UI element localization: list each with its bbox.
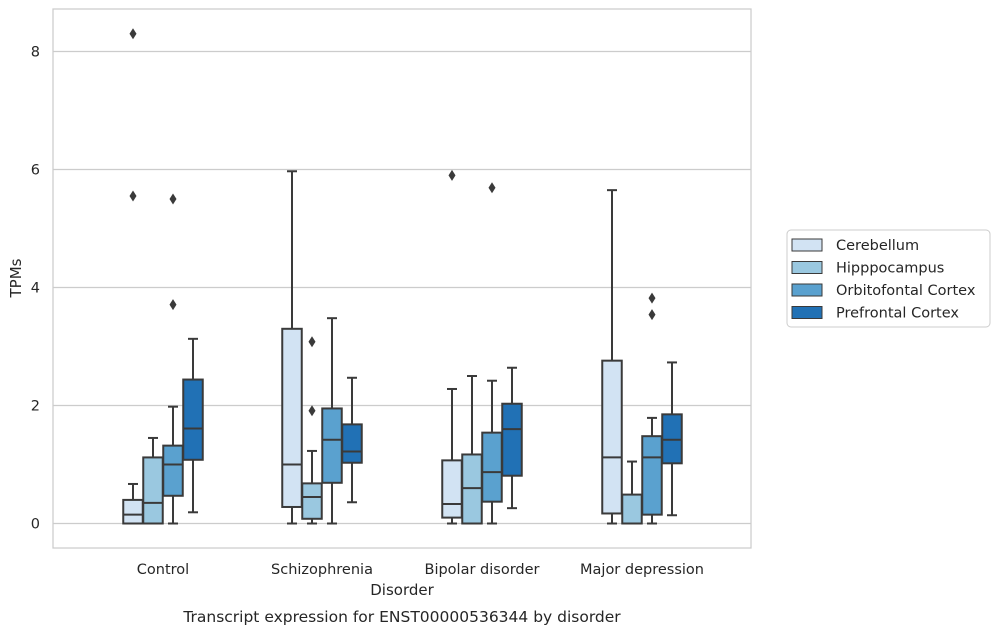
box-iqr bbox=[142, 456, 164, 525]
outlier-point bbox=[648, 292, 656, 304]
box-iqr bbox=[281, 327, 303, 508]
box-group bbox=[481, 182, 503, 525]
outlier-point bbox=[648, 309, 656, 321]
legend-swatch bbox=[791, 283, 823, 297]
plot-frame bbox=[52, 8, 752, 549]
box-iqr bbox=[122, 498, 144, 525]
y-axis-ticks: 0 2 4 6 8 bbox=[31, 45, 40, 533]
box-group bbox=[182, 337, 204, 514]
box-group bbox=[281, 170, 303, 525]
box-iqr bbox=[321, 407, 343, 484]
legend: Cerebellum Hipppocampus Orbitofontal Corte… bbox=[786, 229, 991, 328]
box-iqr bbox=[641, 435, 663, 516]
y-tick-label: 6 bbox=[31, 163, 40, 179]
outlier-point bbox=[448, 169, 456, 181]
outlier-point bbox=[169, 299, 177, 311]
box-group bbox=[641, 292, 663, 525]
outlier-point bbox=[129, 190, 137, 202]
x-tick-label: Control bbox=[137, 562, 189, 578]
box-iqr bbox=[162, 444, 184, 497]
x-tick-label: Schizophrenia bbox=[271, 562, 373, 578]
legend-label: Prefrontal Cortex bbox=[836, 306, 959, 322]
box-group bbox=[601, 189, 623, 525]
box-group bbox=[122, 28, 144, 525]
outlier-point bbox=[169, 193, 177, 205]
box-iqr bbox=[341, 423, 363, 464]
y-tick-label: 8 bbox=[31, 45, 40, 61]
box-iqr bbox=[301, 482, 323, 520]
box-group bbox=[461, 375, 483, 525]
legend-swatch bbox=[791, 306, 823, 319]
box-group bbox=[162, 193, 184, 525]
box-iqr bbox=[601, 359, 623, 515]
x-tick-label: Major depression bbox=[580, 562, 704, 578]
x-tick-label: Bipolar disorder bbox=[425, 562, 540, 578]
y-tick-label: 4 bbox=[31, 281, 40, 297]
box-group bbox=[441, 169, 463, 525]
box-iqr bbox=[621, 493, 643, 525]
legend-frame bbox=[786, 229, 991, 328]
box-group bbox=[341, 376, 363, 504]
box-iqr bbox=[441, 459, 463, 519]
y-tick-label: 2 bbox=[31, 399, 40, 415]
x-axis-ticks: Control Schizophrenia Bipolar disorder Majo… bbox=[137, 562, 704, 578]
outlier-point bbox=[129, 28, 137, 40]
box-group bbox=[661, 361, 683, 517]
outlier-point bbox=[488, 182, 496, 194]
legend-label: Orbitofontal Cortex bbox=[836, 283, 976, 299]
x-axis-label: Disorder bbox=[370, 581, 434, 599]
chart-caption: Transcript expression for ENST0000053634… bbox=[182, 608, 621, 626]
box-group bbox=[321, 317, 343, 525]
outlier-point bbox=[308, 336, 316, 348]
legend-swatch bbox=[791, 238, 823, 252]
box-group bbox=[142, 436, 164, 525]
legend-label: Hipppocampus bbox=[836, 261, 944, 277]
outlier-point bbox=[308, 405, 316, 417]
box-group bbox=[621, 460, 643, 525]
y-tick-label: 0 bbox=[31, 517, 40, 533]
box-iqr bbox=[501, 402, 523, 477]
legend-swatch bbox=[791, 261, 823, 274]
box-series bbox=[122, 28, 683, 525]
box-group bbox=[301, 336, 323, 525]
box-iqr bbox=[182, 378, 204, 461]
legend-label: Cerebellum bbox=[836, 238, 919, 254]
box-group bbox=[501, 366, 523, 510]
box-iqr bbox=[481, 431, 503, 503]
y-axis-label: TPMs bbox=[7, 258, 25, 298]
